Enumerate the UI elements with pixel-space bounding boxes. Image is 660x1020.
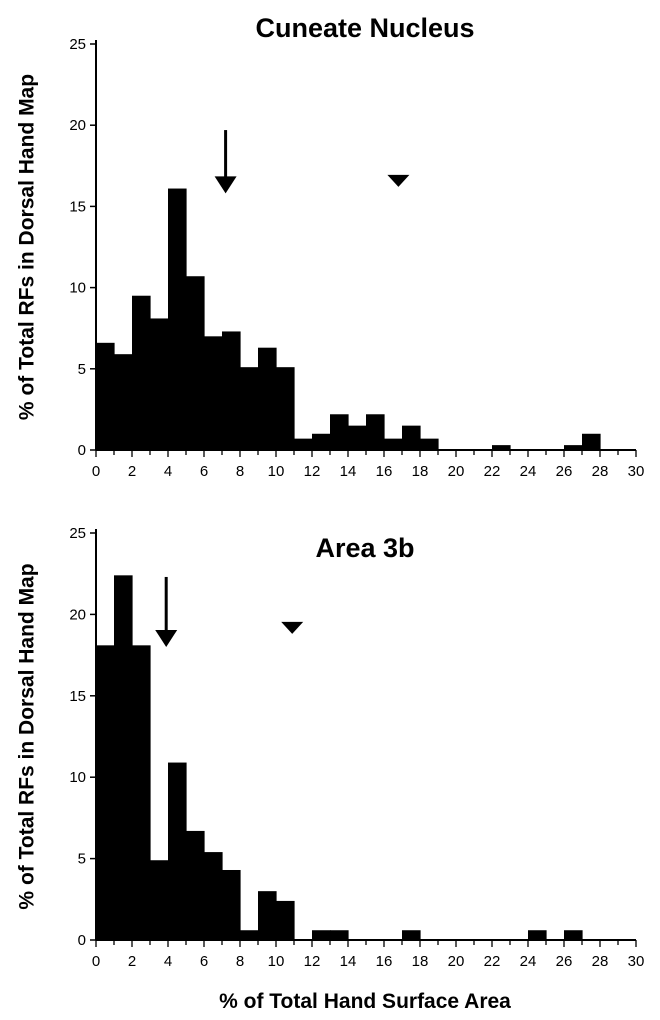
histogram-bar: [96, 342, 115, 450]
histogram-bar: [276, 367, 295, 450]
histogram-bar: [150, 860, 169, 940]
histogram-bar: [114, 354, 133, 450]
x-tick-label: 14: [340, 463, 357, 480]
histogram-bar: [582, 433, 601, 450]
histogram-bar: [492, 445, 511, 450]
histogram-bar: [168, 762, 187, 940]
histogram-bar: [330, 414, 349, 450]
histogram-bar: [276, 900, 295, 940]
y-tick-label: 0: [78, 442, 86, 459]
x-tick-label: 4: [164, 953, 172, 970]
panel-cuneate-nucleus: Cuneate Nucleus % of Total RFs in Dorsal…: [16, 13, 645, 480]
y-tick-label: 5: [78, 851, 86, 868]
histogram-bar: [204, 852, 223, 940]
x-tick-label: 4: [164, 463, 172, 480]
x-tick-label: 10: [268, 953, 285, 970]
histogram-bar: [222, 331, 241, 450]
histogram-bar: [186, 830, 205, 940]
y-tick-label: 5: [78, 361, 86, 378]
histogram-bar: [240, 367, 259, 450]
panel-area-3b: Area 3b % of Total RFs in Dorsal Hand Ma…: [16, 525, 645, 970]
y-axis-label: % of Total RFs in Dorsal Hand Map: [16, 74, 39, 420]
x-tick-label: 8: [236, 953, 244, 970]
x-tick-label: 18: [412, 953, 429, 970]
triangle-marker: [387, 174, 410, 187]
histogram-bar: [168, 188, 187, 450]
histogram-bar: [402, 425, 421, 450]
x-tick-label: 12: [304, 953, 321, 970]
histogram-bar: [186, 276, 205, 450]
x-tick-label: 28: [592, 463, 609, 480]
x-tick-label: 16: [376, 953, 393, 970]
y-tick-label: 20: [69, 606, 86, 623]
histogram-bar: [132, 645, 151, 940]
x-tick-label: 24: [520, 463, 537, 480]
histogram-bar: [564, 445, 583, 450]
histogram-bar: [222, 869, 241, 940]
histogram-bar: [312, 930, 331, 940]
x-axis-label: % of Total Hand Surface Area: [219, 990, 511, 1013]
histogram-bar: [96, 645, 115, 940]
y-tick-label: 25: [69, 36, 86, 53]
histogram-bar: [330, 930, 349, 940]
y-tick-label: 25: [69, 525, 86, 542]
y-tick-label: 15: [69, 198, 86, 215]
histogram-bar: [420, 438, 439, 450]
mean-arrow-head: [155, 629, 178, 647]
x-tick-label: 24: [520, 953, 537, 970]
x-tick-label: 16: [376, 463, 393, 480]
histogram-bar: [132, 295, 151, 450]
x-tick-label: 0: [92, 953, 100, 970]
histogram-bar: [240, 930, 259, 940]
x-tick-label: 8: [236, 463, 244, 480]
x-tick-label: 22: [484, 953, 501, 970]
x-tick-label: 6: [200, 953, 208, 970]
x-tick-label: 10: [268, 463, 285, 480]
mean-arrow-head: [214, 176, 237, 194]
histogram-bar: [294, 438, 313, 450]
x-tick-label: 2: [128, 463, 136, 480]
histogram-bar: [204, 336, 223, 450]
x-tick-label: 6: [200, 463, 208, 480]
x-tick-label: 0: [92, 463, 100, 480]
x-tick-label: 2: [128, 953, 136, 970]
histogram-bar: [384, 438, 403, 450]
x-tick-label: 26: [556, 463, 573, 480]
x-tick-label: 30: [628, 953, 645, 970]
histogram-bar: [348, 425, 367, 450]
histogram-bar: [528, 930, 547, 940]
histogram-bar: [564, 930, 583, 940]
histogram-bar: [312, 433, 331, 450]
histogram-bar: [150, 318, 169, 450]
y-tick-label: 0: [78, 932, 86, 949]
histogram-bar: [114, 575, 133, 940]
y-axis-label: % of Total RFs in Dorsal Hand Map: [16, 563, 39, 909]
y-tick-label: 10: [69, 769, 86, 786]
x-tick-label: 14: [340, 953, 357, 970]
triangle-marker: [281, 621, 304, 634]
chart-title: Cuneate Nucleus: [255, 13, 474, 43]
histogram-bar: [366, 414, 385, 450]
y-tick-label: 15: [69, 688, 86, 705]
histogram-bar: [402, 930, 421, 940]
x-tick-label: 26: [556, 953, 573, 970]
x-tick-label: 22: [484, 463, 501, 480]
y-tick-label: 20: [69, 117, 86, 134]
y-tick-label: 10: [69, 280, 86, 297]
x-tick-label: 30: [628, 463, 645, 480]
x-tick-label: 12: [304, 463, 321, 480]
x-tick-label: 28: [592, 953, 609, 970]
histogram-bar: [258, 891, 277, 940]
x-tick-label: 18: [412, 463, 429, 480]
histogram-bar: [258, 347, 277, 450]
chart-title: Area 3b: [315, 533, 414, 563]
x-tick-label: 20: [448, 463, 465, 480]
x-tick-label: 20: [448, 953, 465, 970]
